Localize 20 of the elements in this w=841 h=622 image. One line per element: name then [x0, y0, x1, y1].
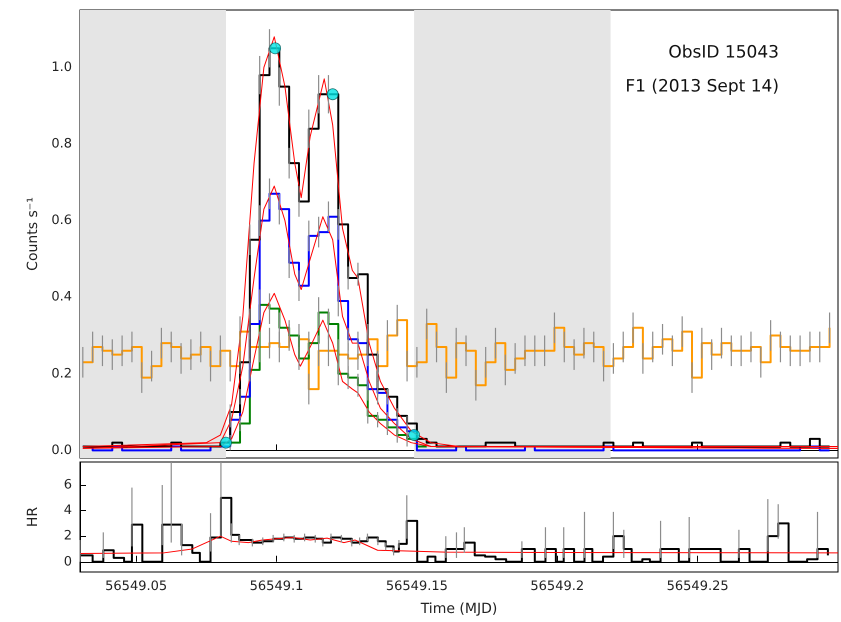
x-tick-label: 56549.15 — [386, 579, 448, 594]
y-tick-label: 4 — [64, 503, 72, 518]
y-tick-label: 6 — [64, 478, 72, 493]
x-tick-label: 56549.25 — [666, 579, 729, 594]
x-tick-label: 56549.1 — [250, 579, 304, 594]
y-tick-label: 0.2 — [51, 366, 72, 382]
y-axis-title: Counts s⁻¹ — [25, 197, 41, 271]
y-tick-label: 0.6 — [51, 213, 72, 228]
annotation: F1 (2013 Sept 14) — [625, 76, 780, 96]
y-tick-label: 1.0 — [51, 60, 72, 75]
x-tick-label: 56549.2 — [530, 579, 584, 594]
y-tick-label: 0.4 — [51, 290, 72, 305]
y-tick-label: 2 — [64, 528, 72, 544]
annotation: ObsID 15043 — [668, 42, 780, 62]
y-tick-label: 0.0 — [51, 442, 72, 458]
x-axis-title: Time (MJD) — [420, 601, 498, 617]
x-tick-label: 56549.05 — [105, 579, 168, 594]
y-axis-title: HR — [25, 506, 41, 528]
y-tick-label: 0.8 — [51, 136, 72, 152]
y-tick-label: 0 — [64, 554, 72, 570]
